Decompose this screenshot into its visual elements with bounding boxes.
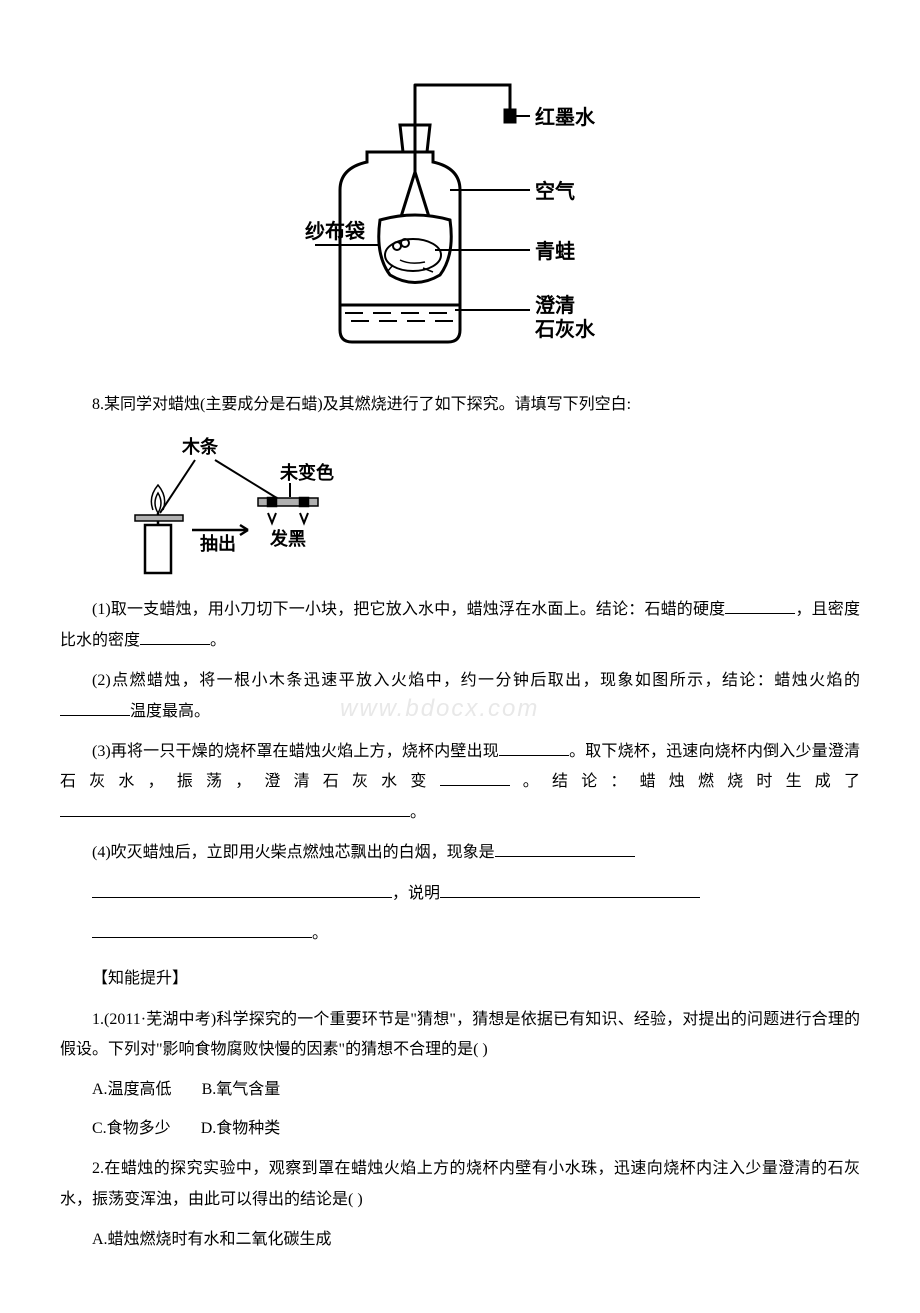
q8-p3c: 。结论：蜡烛燃烧时生成了 <box>510 773 860 790</box>
label-air: 空气 <box>535 179 575 203</box>
label-lime1: 澄清 <box>535 293 575 317</box>
label-frog: 青蛙 <box>535 239 575 263</box>
q8-p4a: (4)吹灭蜡烛后，立即用火柴点燃烛芯飘出的白烟，现象是 <box>92 844 495 861</box>
q8-p2: (2)点燃蜡烛，将一根小木条迅速平放入火焰中，约一分钟后取出，现象如图所示，结论… <box>60 666 860 727</box>
opt-a: A.温度高低 <box>92 1081 172 1098</box>
q8-p3: (3)再将一只干燥的烧杯罩在蜡烛火焰上方，烧杯内壁出现。取下烧杯，迅速向烧杯内倒… <box>60 737 860 828</box>
label-pullout: 抽出 <box>200 533 236 554</box>
s2-q2-opt-a: A.蜡烛燃烧时有水和二氧化碳生成 <box>60 1225 860 1255</box>
opt-b: B.氧气含量 <box>202 1081 281 1098</box>
blank <box>60 700 130 716</box>
candle-stick-diagram: 木条 未变色 抽出 发黑 <box>130 435 350 575</box>
q8-p3d: 。 <box>410 804 426 821</box>
blank <box>440 882 700 898</box>
blank <box>499 740 569 756</box>
blank <box>440 770 510 786</box>
frog-jar-diagram: 红墨水 空气 青蛙 纱布袋 澄清 石灰水 <box>305 80 615 360</box>
blank <box>140 629 210 645</box>
label-stick: 木条 <box>181 436 219 457</box>
q8-p2a: (2)点燃蜡烛，将一根小木条迅速平放入火焰中，约一分钟后取出，现象如图所示，结论… <box>92 672 860 689</box>
q8-p4-cont: ，说明 <box>60 879 860 909</box>
q8-stem: 8.某同学对蜡烛(主要成分是石蜡)及其燃烧进行了如下探究。请填写下列空白: <box>60 390 860 420</box>
label-ink: 红墨水 <box>535 105 596 129</box>
blank <box>92 882 392 898</box>
q8-p4: (4)吹灭蜡烛后，立即用火柴点燃烛芯飘出的白烟，现象是 <box>60 838 860 868</box>
label-lime2: 石灰水 <box>534 317 596 341</box>
q8-p4b: ，说明 <box>392 885 440 902</box>
figure-1-container: 红墨水 空气 青蛙 纱布袋 澄清 石灰水 <box>60 80 860 360</box>
q8-p4c: 。 <box>312 925 328 942</box>
opt-d: D.食物种类 <box>201 1120 281 1137</box>
s2-q2-stem: 2.在蜡烛的探究实验中，观察到罩在蜡烛火焰上方的烧杯内壁有小水珠，迅速向烧杯内注… <box>60 1154 860 1215</box>
label-unchanged: 未变色 <box>280 462 334 483</box>
figure-2-container: 木条 未变色 抽出 发黑 <box>60 435 860 580</box>
q8-p1c: 。 <box>210 632 226 649</box>
q8-p1: (1)取一支蜡烛，用小刀切下一小块，把它放入水中，蜡烛浮在水面上。结论：石蜡的硬… <box>60 595 860 656</box>
blank <box>495 841 635 857</box>
s2-q1-stem: 1.(2011·芜湖中考)科学探究的一个重要环节是"猜想"，猜想是依据已有知识、… <box>60 1005 860 1066</box>
q8-p2b: 温度最高。 <box>130 703 210 720</box>
opt-c: C.食物多少 <box>92 1120 171 1137</box>
blank <box>92 922 312 938</box>
blank <box>60 801 410 817</box>
q8-p4-cont2: 。 <box>60 919 860 949</box>
s2-q1-opts-cd: C.食物多少 D.食物种类 <box>60 1114 860 1144</box>
q8-p3a: (3)再将一只干燥的烧杯罩在蜡烛火焰上方，烧杯内壁出现 <box>92 743 499 760</box>
q8-p1a: (1)取一支蜡烛，用小刀切下一小块，把它放入水中，蜡烛浮在水面上。结论：石蜡的硬… <box>92 601 725 618</box>
s2-q1-opts-ab: A.温度高低 B.氧气含量 <box>60 1075 860 1105</box>
blank <box>725 598 795 614</box>
label-blacken: 发黑 <box>269 528 306 549</box>
label-bag: 纱布袋 <box>305 219 366 243</box>
section-heading: 【知能提升】 <box>60 964 860 994</box>
